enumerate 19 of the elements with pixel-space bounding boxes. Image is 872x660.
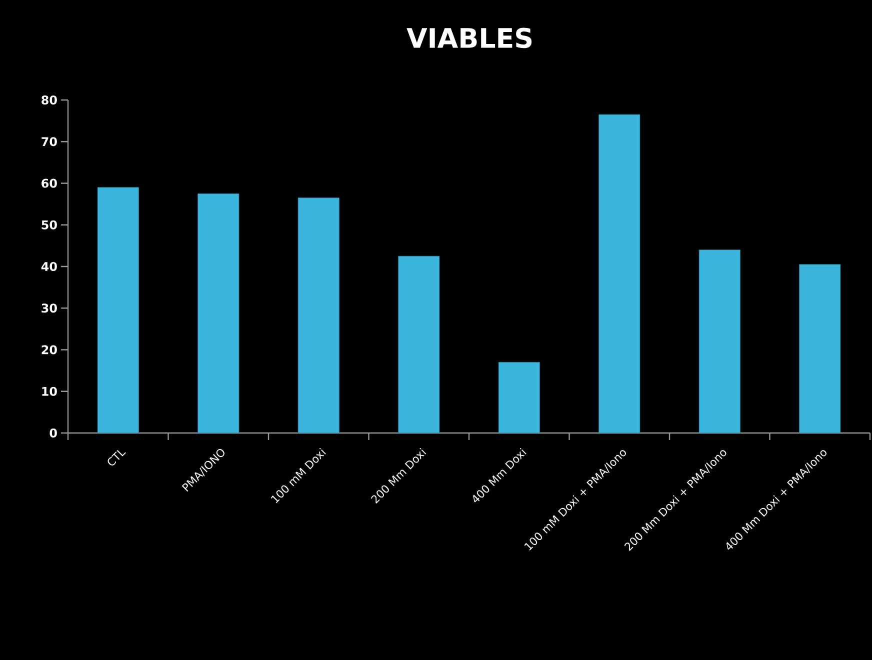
bar	[598, 114, 640, 433]
x-tick-label: CTL	[108, 450, 126, 466]
bar	[97, 187, 139, 433]
bar	[799, 264, 841, 433]
chart-title: VIABLES	[406, 28, 532, 48]
y-tick-label: 10	[42, 386, 57, 396]
bar	[698, 250, 740, 433]
y-tick-label: 20	[42, 345, 57, 354]
bar	[298, 198, 340, 433]
y-tick-label: 80	[42, 95, 57, 105]
bar	[198, 193, 240, 433]
bar	[398, 256, 440, 433]
y-tick-label: 30	[42, 304, 57, 313]
y-tick-label: 60	[42, 178, 57, 188]
y-tick-label: 70	[42, 137, 57, 146]
y-tick-label: 0	[50, 428, 57, 438]
y-tick-label: 50	[42, 220, 57, 230]
bar	[498, 362, 540, 433]
y-tick-label: 40	[41, 262, 57, 272]
